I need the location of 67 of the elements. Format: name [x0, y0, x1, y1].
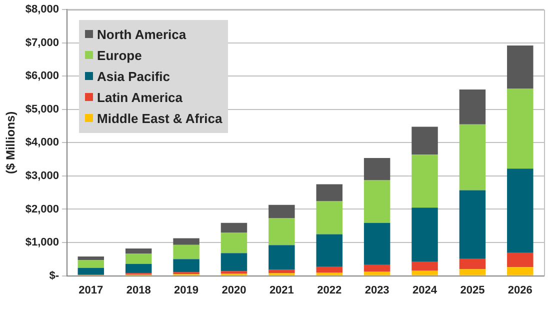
legend-label: Asia Pacific: [97, 68, 170, 84]
legend-label: Europe: [97, 48, 142, 63]
x-tick-label: 2019: [174, 284, 199, 296]
bar: [268, 218, 295, 246]
bar: [316, 184, 342, 202]
bar: [459, 124, 486, 190]
y-tick-label: $4,000: [25, 136, 60, 149]
y-tick-label: $7,000: [25, 36, 60, 49]
x-tick-label: 2020: [222, 284, 246, 296]
bar: [125, 248, 152, 254]
bar: [220, 222, 248, 233]
x-tick-label: 2023: [364, 284, 390, 296]
x-tick-label: 2024: [412, 284, 438, 296]
bar: [459, 89, 486, 124]
bar: [507, 168, 534, 253]
bar: [459, 190, 486, 258]
bar: [125, 264, 152, 274]
x-tick-label: 2022: [317, 284, 342, 296]
bar: [507, 267, 534, 276]
bar: [364, 264, 390, 272]
y-axis-title: ($ Millions): [4, 111, 18, 174]
bar: [459, 258, 486, 270]
bar: [507, 88, 534, 169]
bar: [412, 208, 438, 262]
x-tick-label: 2018: [126, 284, 151, 296]
bar: [78, 268, 104, 274]
bar: [507, 46, 534, 88]
x-tick-label: 2021: [269, 284, 294, 296]
bar: [364, 180, 390, 223]
y-tick-label: $3,000: [25, 170, 60, 182]
bar: [364, 222, 390, 264]
bar: [459, 269, 486, 276]
bar: [78, 256, 104, 260]
y-tick-label: $2,000: [25, 203, 60, 216]
bar: [316, 201, 342, 234]
bar: [412, 270, 438, 276]
legend-label: Middle East & Africa: [97, 110, 222, 126]
bar: [316, 266, 342, 272]
bar: [173, 244, 200, 260]
bar: [316, 234, 342, 267]
bar: [364, 158, 390, 180]
bar: [268, 245, 295, 270]
bar: [268, 204, 295, 218]
bar: [268, 270, 295, 274]
bar: [412, 262, 438, 271]
bar: [220, 271, 248, 274]
bar: [220, 232, 248, 254]
legend-label: North America: [97, 26, 186, 42]
x-tick-label: 2025: [460, 284, 485, 296]
y-tick-label: $5,000: [25, 103, 60, 116]
bar: [173, 259, 200, 272]
bar: [364, 272, 390, 276]
x-tick-label: 2017: [78, 284, 104, 296]
bar: [412, 154, 438, 208]
y-tick-label: $8,000: [25, 4, 60, 16]
bar: [220, 253, 248, 272]
bar: [78, 260, 104, 268]
bar: [412, 126, 438, 155]
y-tick-label: $1,000: [25, 236, 60, 249]
bar: [125, 254, 152, 264]
legend-label: Latin America: [97, 90, 183, 105]
bar: [507, 252, 534, 268]
x-tick-label: 2026: [508, 284, 532, 296]
y-tick-label: $-: [49, 270, 60, 282]
y-tick-label: $6,000: [25, 70, 60, 82]
bar: [173, 238, 200, 245]
bar: [316, 272, 342, 276]
